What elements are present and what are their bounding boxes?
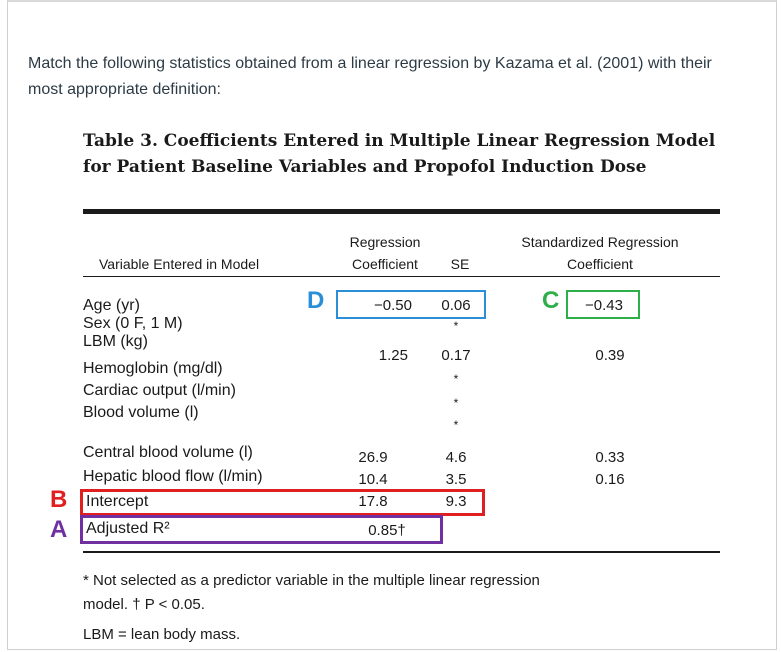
coef-intercept: 17.8	[358, 493, 388, 510]
coef-hepatic-blood-flow: 10.4	[358, 471, 388, 488]
coef-lbm: 1.25	[378, 347, 408, 364]
std-age: −0.43	[585, 297, 623, 314]
annotation-letter-a: A	[50, 516, 68, 543]
se-sex: *	[453, 319, 459, 333]
header-coef-line1: Regression	[349, 234, 421, 250]
se-age: 0.06	[441, 297, 471, 314]
annotation-box-c	[566, 290, 640, 319]
table-title: Table 3. Coefficients Entered in Multipl…	[83, 131, 716, 177]
se-lbm: 0.17	[441, 347, 471, 364]
row-label-hemoglobin: Hemoglobin (mg/dl)	[83, 360, 223, 377]
header-rule	[83, 276, 720, 277]
header-std-line2: Coefficient	[567, 256, 633, 272]
row-label-sex: Sex (0 F, 1 M)	[83, 315, 183, 332]
footnote-line1: * Not selected as a predictor variable i…	[83, 572, 540, 589]
se-cardiac-output: *	[453, 396, 459, 410]
annotation-box-b	[80, 489, 485, 516]
se-hemoglobin: *	[453, 372, 459, 386]
annotation-box-d	[336, 290, 486, 319]
std-lbm: 0.39	[595, 347, 625, 364]
se-central-blood-volume: 4.6	[445, 449, 467, 466]
se-intercept: 9.3	[445, 493, 467, 510]
std-central-blood-volume: 0.33	[595, 449, 625, 466]
row-label-central-blood-volume: Central blood volume (l)	[83, 444, 253, 461]
header-variable: Variable Entered in Model	[99, 256, 260, 272]
table-bottom-rule	[83, 551, 720, 553]
coef-adjusted-r2: 0.85†	[368, 522, 406, 539]
header-coef-line2: Coefficient	[352, 256, 418, 272]
std-hepatic-blood-flow: 0.16	[595, 471, 625, 488]
footnote-line2: model. † P < 0.05.	[83, 596, 205, 613]
question-text: Match the following statistics obtained …	[28, 55, 712, 98]
abbreviation-note: LBM = lean body mass.	[83, 626, 241, 643]
header-se: SE	[450, 256, 470, 272]
table-top-rule	[83, 209, 720, 214]
annotation-letter-c: C	[542, 287, 560, 314]
row-label-lbm: LBM (kg)	[83, 333, 148, 350]
annotation-box-a	[80, 515, 443, 544]
row-label-adjusted-r2: Adjusted R²	[86, 520, 170, 537]
row-label-blood-volume: Blood volume (l)	[83, 404, 199, 421]
annotation-letter-d: D	[307, 287, 325, 314]
annotation-letter-b: B	[50, 486, 68, 513]
row-label-age: Age (yr)	[83, 297, 140, 314]
se-blood-volume: *	[453, 418, 459, 432]
row-label-hepatic-blood-flow: Hepatic blood flow (l/min)	[83, 468, 263, 485]
se-hepatic-blood-flow: 3.5	[445, 471, 467, 488]
header-std-line1: Standardized Regression	[521, 234, 679, 250]
coef-age: −0.50	[374, 297, 412, 314]
row-label-cardiac-output: Cardiac output (l/min)	[83, 382, 236, 399]
question-card	[7, 0, 777, 650]
row-label-intercept: Intercept	[86, 493, 149, 510]
coef-central-blood-volume: 26.9	[358, 449, 388, 466]
